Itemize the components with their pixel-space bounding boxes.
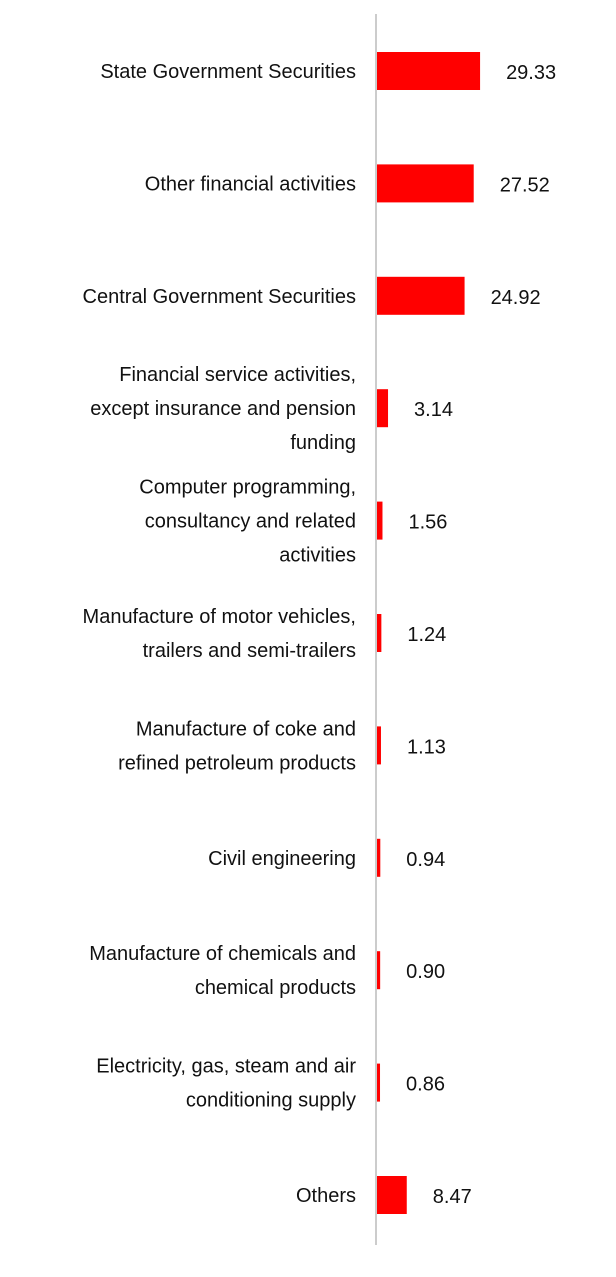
category-label-line: State Government Securities xyxy=(100,61,356,83)
category-label-line: Computer programming, xyxy=(139,477,356,499)
bars-group xyxy=(377,52,481,1214)
value-label-3: 3.14 xyxy=(414,399,453,421)
category-label-3: Financial service activities, except insu… xyxy=(90,364,356,454)
value-label-4: 1.56 xyxy=(408,512,447,534)
category-label-line: Others xyxy=(296,1185,356,1207)
category-label-line: Manufacture of coke and xyxy=(136,718,356,740)
category-label-line: consultancy and related xyxy=(145,511,356,533)
bar-1 xyxy=(377,164,474,203)
category-label-line: except insurance and pension xyxy=(90,398,356,420)
bar-8 xyxy=(377,951,381,990)
bar-9 xyxy=(377,1063,381,1102)
category-label-8: Manufacture of chemicals and chemical pro… xyxy=(89,943,356,999)
value-label-1: 27.52 xyxy=(500,174,550,196)
category-label-0: State Government Securities xyxy=(100,61,356,83)
category-label-line: refined petroleum products xyxy=(118,752,356,774)
value-label-0: 29.33 xyxy=(506,62,556,84)
category-label-line: chemical products xyxy=(195,977,356,999)
value-label-7: 0.94 xyxy=(406,849,445,871)
category-label-line: Other financial activities xyxy=(145,173,356,195)
bar-7 xyxy=(377,838,381,877)
category-label-line: Manufacture of chemicals and xyxy=(89,943,356,965)
category-label-line: activities xyxy=(279,545,356,567)
category-label-line: conditioning supply xyxy=(186,1090,356,1112)
category-labels-group: State Government Securities Other financi… xyxy=(83,61,357,1207)
value-label-6: 1.13 xyxy=(407,736,446,758)
bar-2 xyxy=(377,276,465,315)
category-label-line: Financial service activities, xyxy=(119,364,356,386)
category-label-1: Other financial activities xyxy=(145,173,356,195)
bar-3 xyxy=(377,389,389,428)
category-label-4: Computer programming, consultancy and rel… xyxy=(139,477,356,567)
value-label-9: 0.86 xyxy=(406,1074,445,1096)
category-label-line: Civil engineering xyxy=(208,848,356,870)
bar-4 xyxy=(377,501,383,540)
value-labels-group: 29.33 27.52 24.92 3.14 1.56 1.24 1.13 0.94 0.90 0… xyxy=(406,62,556,1208)
category-label-line: Central Government Securities xyxy=(83,286,356,308)
value-label-5: 1.24 xyxy=(407,624,446,646)
category-label-line: Electricity, gas, steam and air xyxy=(96,1056,356,1078)
bar-5 xyxy=(377,614,382,652)
category-label-2: Central Government Securities xyxy=(83,286,356,308)
value-label-8: 0.90 xyxy=(406,961,445,983)
value-label-2: 24.92 xyxy=(491,287,541,309)
category-label-7: Civil engineering xyxy=(208,848,356,870)
category-label-6: Manufacture of coke and refined petroleum… xyxy=(118,718,356,774)
bar-10 xyxy=(377,1176,407,1214)
value-label-10: 8.47 xyxy=(433,1186,472,1208)
category-label-line: funding xyxy=(290,432,356,454)
category-label-line: trailers and semi-trailers xyxy=(143,640,356,662)
category-label-line: Manufacture of motor vehicles, xyxy=(83,606,356,628)
bar-6 xyxy=(377,726,381,765)
category-label-9: Electricity, gas, steam and air condition… xyxy=(96,1056,356,1112)
category-label-5: Manufacture of motor vehicles, trailers a… xyxy=(83,606,356,662)
bar-0 xyxy=(377,52,481,90)
category-label-10: Others xyxy=(296,1185,356,1207)
